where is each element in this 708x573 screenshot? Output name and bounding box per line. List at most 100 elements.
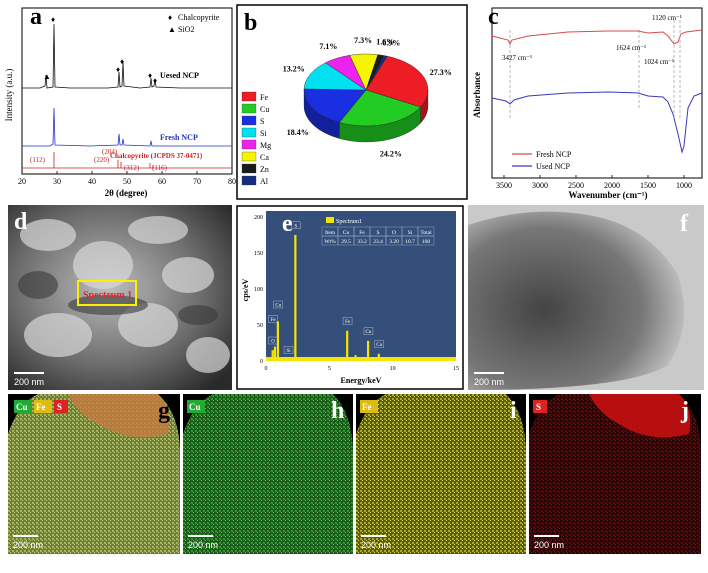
pie-slice-al — [365, 55, 388, 91]
peak-label-box — [273, 300, 283, 309]
panel-label-g: g — [158, 398, 170, 424]
panel-c-ftir: c Absorbance Wavenumber (cm⁻¹) 3500 3000 2… — [472, 4, 703, 200]
pie-legend: Fe Cu S Si Mg Ca Zn Al — [241, 91, 271, 186]
panel-label-h: h — [331, 398, 344, 424]
peak-label: Si — [286, 349, 291, 354]
panel-label-i: i — [510, 398, 517, 424]
table-header-cell: Si — [408, 230, 413, 236]
legend-swatch-cu — [241, 103, 257, 114]
tag-fe: Fe — [36, 402, 46, 412]
marker-chalcopyrite-peak: ♦ — [153, 76, 157, 85]
x-tick-label: 1500 — [640, 181, 656, 190]
tag-cu: Cu — [16, 402, 28, 412]
pie-slice-s — [303, 88, 367, 123]
legend-label-mg: Mg — [260, 141, 271, 150]
legend-swatch-al — [241, 175, 257, 186]
panel-i-fe-map: Fe i 200 nm — [356, 394, 526, 554]
table-value-cell: Wt% — [324, 239, 336, 245]
panel-f-tem-image: f 200 nm — [468, 205, 704, 390]
legend-label-fe: Fe — [260, 93, 268, 102]
table-value-cell: 3.20 — [389, 239, 399, 245]
legend-swatch-zn — [241, 163, 257, 174]
scale-bar-label: 200 nm — [188, 540, 218, 550]
scale-bar-label: 200 nm — [534, 540, 564, 550]
peak-label-312: (312) — [124, 164, 140, 172]
legend-label-fresh: Fresh NCP — [536, 150, 572, 159]
x-tick-label: 2000 — [604, 181, 620, 190]
label-reference: Chalcopyrite (JCPDS 37-0471) — [110, 152, 203, 160]
y-tick-label: 50 — [257, 323, 263, 329]
annotation-1024: 1024 cm⁻¹ — [644, 58, 674, 66]
eds-spectrum: Fe Cu S O Si Fe Cu Cu — [266, 221, 456, 361]
legend-label-s: S — [260, 117, 264, 126]
annotation-1624: 1624 cm⁻¹ — [616, 44, 646, 52]
legend-label-ca: Ca — [260, 153, 269, 162]
tag-bg — [360, 400, 378, 413]
x-tick-labels: 20 30 40 50 60 70 80 — [18, 171, 236, 186]
peak-label-box — [283, 346, 294, 354]
table-header-cell: O — [392, 230, 396, 236]
peak-label: Cu — [275, 304, 281, 309]
panel-g-merged-map: Cu Fe S g 200 nm — [8, 394, 180, 554]
x-tick-label: 0 — [265, 366, 268, 372]
legend-swatch-fe — [241, 91, 257, 102]
spectrum-selection-box — [77, 280, 137, 306]
x-tick-labels: 3500 3000 2500 2000 1500 1000 — [496, 175, 692, 190]
peak-label: Fe — [271, 318, 277, 323]
peak-label-220: (220) — [94, 156, 110, 164]
legend-label-al: Al — [260, 177, 269, 186]
eds-peak — [377, 353, 380, 361]
table-value-cell: 100 — [422, 239, 431, 245]
peak-label-112: (112) — [30, 156, 46, 164]
tag-bg — [187, 400, 205, 413]
x-tick-label: 40 — [88, 177, 96, 186]
peak-label-116: (116) — [152, 164, 168, 172]
panel-label-j: j — [680, 398, 689, 424]
x-tick-label: 1000 — [676, 181, 692, 190]
peak-label-204: (204) — [102, 148, 118, 156]
panel-label-b: b — [244, 10, 257, 36]
peak-label: Cu — [366, 330, 372, 335]
peak-label: O — [271, 340, 275, 345]
panel-h-cu-map: Cu h 200 nm — [183, 394, 353, 554]
marker-chalcopyrite-peak: ♦ — [51, 15, 55, 24]
annotation-lines — [509, 20, 681, 120]
tag-bg — [533, 400, 547, 413]
eds-peak — [276, 321, 279, 361]
panel-j-s-map: S j 200 nm — [529, 394, 701, 554]
table-header-cell: Total — [420, 230, 432, 236]
annotation-3427: 3427 cm⁻¹ — [502, 54, 532, 62]
legend-swatch-si — [241, 127, 257, 138]
peak-label-box — [363, 327, 374, 335]
y-tick-label: 150 — [254, 251, 263, 257]
eds-peak — [287, 357, 290, 361]
x-tick-label: 5 — [328, 366, 331, 372]
legend-label-cu: Cu — [260, 105, 269, 114]
pie-label-zn: 1.6% — [376, 37, 394, 46]
x-tick-label: 15 — [453, 366, 459, 372]
eds-peak — [294, 235, 297, 361]
marker-chalcopyrite-peak: ♦ — [116, 65, 120, 74]
element-tag-cu: Cu — [189, 402, 201, 412]
scale-bar-label: 200 nm — [13, 540, 43, 550]
x-tick-label: 2500 — [568, 181, 584, 190]
legend-label-used: Used NCP — [536, 162, 571, 171]
table-header-cell: Cu — [343, 230, 350, 236]
pie-chart: 27.3% 24.2% 18.4% 13.2% 7.1% 7.3% 1.6%0.9% — [283, 36, 452, 158]
marker-sio2-peak: ▲ — [43, 72, 51, 81]
pie-label-s: 18.4% — [287, 128, 309, 137]
y-axis-label: cps/eV — [241, 278, 250, 301]
x-axis-label: Wavenumber (cm⁻¹) — [568, 190, 647, 200]
x-axis-label: 2θ (degree) — [105, 188, 148, 198]
y-tick-labels: 0 50 100 150 200 — [254, 215, 263, 365]
legend-swatch-mg — [241, 139, 257, 150]
panel-label-c: c — [488, 4, 499, 30]
legend-marker-sio2: ▲ — [168, 25, 176, 34]
panel-label-f: f — [680, 211, 689, 237]
element-tag-s: S — [536, 402, 541, 412]
tag-s: S — [57, 402, 62, 412]
pie-label-mg: 7.1% — [319, 42, 337, 51]
peak-label: Cu — [376, 343, 382, 348]
label-fresh-ncp: Fresh NCP — [160, 133, 198, 142]
